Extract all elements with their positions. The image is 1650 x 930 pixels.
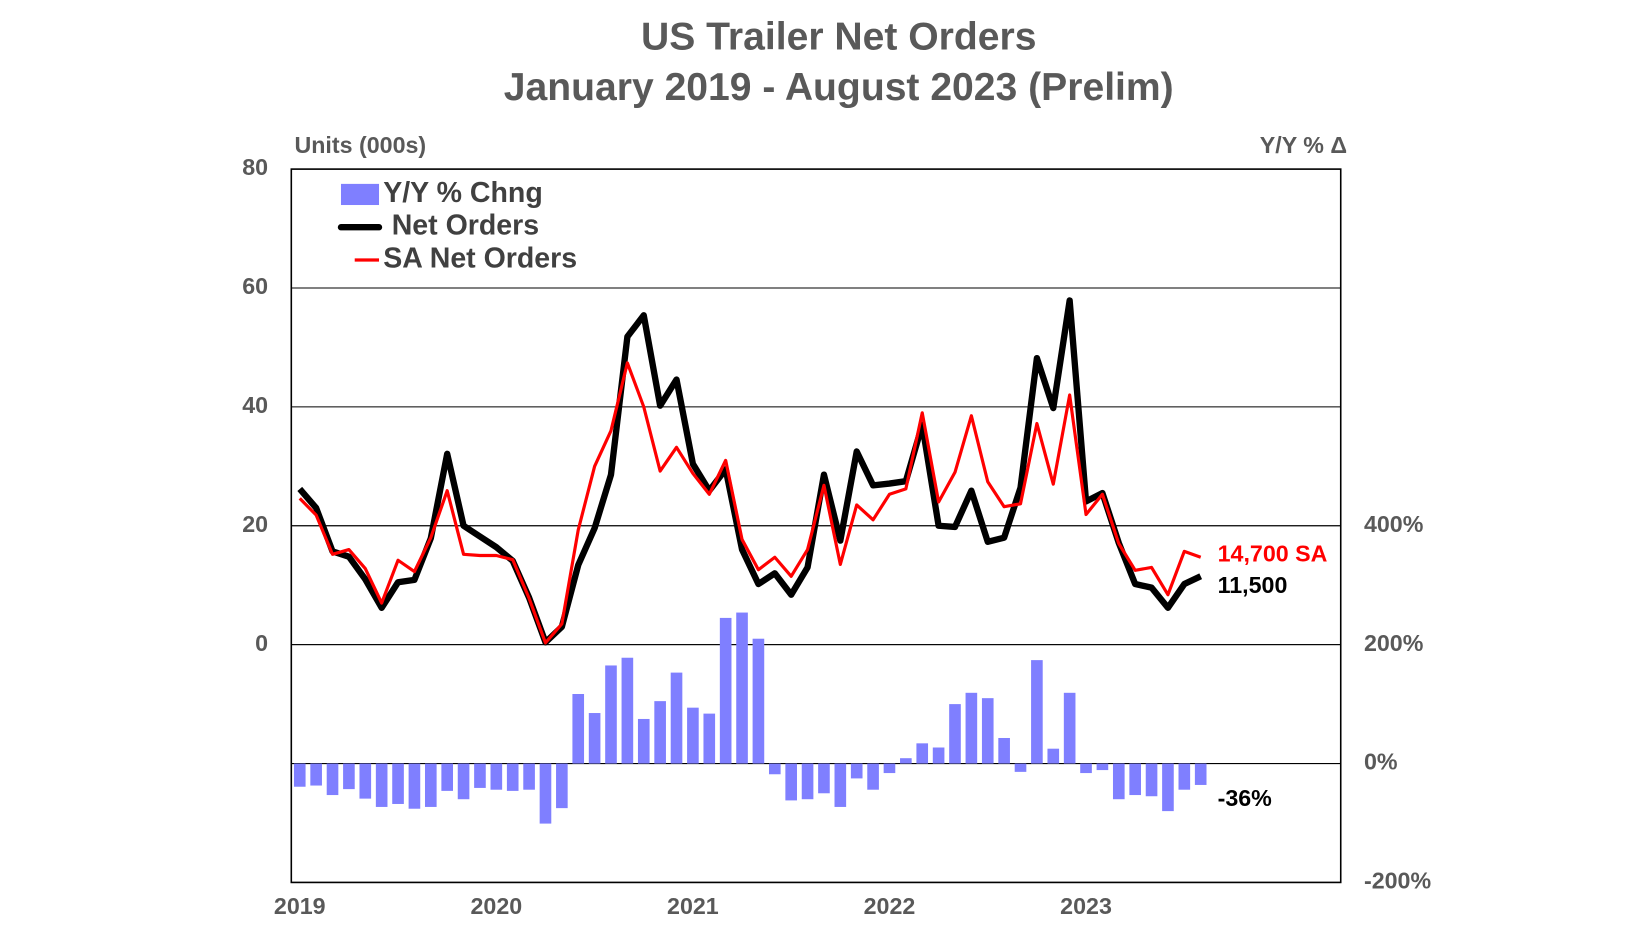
bar xyxy=(670,672,683,764)
bar xyxy=(1129,763,1141,796)
bar xyxy=(949,704,961,764)
bar xyxy=(539,763,552,824)
bar xyxy=(293,763,306,787)
bar xyxy=(326,763,339,796)
bar xyxy=(523,763,535,790)
bar xyxy=(1112,763,1125,800)
bar xyxy=(621,657,634,764)
line xyxy=(298,361,1202,645)
bar xyxy=(834,763,847,807)
bar xyxy=(1047,748,1060,764)
bar xyxy=(867,763,879,790)
legend-label: Net Orders xyxy=(392,210,539,242)
bar xyxy=(1031,660,1043,764)
y2-tick-label: 0% xyxy=(1364,749,1398,775)
bar xyxy=(1096,763,1109,771)
bar xyxy=(588,713,601,764)
legend-label: Y/Y % Chng xyxy=(383,177,543,209)
bar xyxy=(900,758,912,764)
y-tick-label: 40 xyxy=(242,392,268,418)
bar xyxy=(785,763,797,801)
bar xyxy=(719,617,732,764)
bar xyxy=(375,763,388,807)
bar xyxy=(932,747,945,764)
data-label: 11,500 xyxy=(1218,572,1288,598)
bar xyxy=(424,763,437,807)
bar xyxy=(850,763,863,779)
legend-label: SA Net Orders xyxy=(383,243,577,275)
chart-title: US Trailer Net Orders xyxy=(641,15,1036,58)
bar xyxy=(654,701,666,764)
bar xyxy=(981,698,994,764)
bar xyxy=(736,612,748,764)
bar xyxy=(408,763,421,809)
chart-subtitle: January 2019 - August 2023 (Prelim) xyxy=(504,66,1174,109)
bar xyxy=(1145,763,1158,797)
bar xyxy=(687,707,699,764)
y2-axis-title: Y/Y % Δ xyxy=(1260,132,1347,158)
bar xyxy=(637,718,650,764)
plot-frame xyxy=(290,168,1342,884)
data-label: -36% xyxy=(1218,785,1273,811)
bar xyxy=(605,665,617,764)
bar xyxy=(1014,763,1027,772)
bar xyxy=(441,763,453,791)
bar xyxy=(801,763,814,800)
data-label: 14,700 SA xyxy=(1218,540,1328,566)
bar xyxy=(916,743,929,764)
x-tick-label: 2023 xyxy=(1060,893,1112,919)
x-tick-label: 2022 xyxy=(864,893,916,919)
bar xyxy=(1063,692,1076,764)
bar xyxy=(768,763,781,775)
y2-tick-label: -200% xyxy=(1364,868,1432,894)
bar xyxy=(457,763,470,800)
bar xyxy=(1080,763,1092,774)
bar xyxy=(310,763,322,786)
y2-tick-label: 400% xyxy=(1364,511,1424,537)
bar xyxy=(883,763,896,774)
line xyxy=(297,297,1203,646)
bar xyxy=(818,763,830,794)
bar xyxy=(359,763,372,799)
x-tick-label: 2021 xyxy=(667,893,719,919)
bar xyxy=(965,692,978,764)
y-tick-label: 80 xyxy=(242,154,268,180)
bar xyxy=(703,713,716,764)
bar xyxy=(392,763,404,804)
bar xyxy=(1178,763,1191,790)
y-tick-label: 0 xyxy=(255,630,268,656)
x-tick-label: 2020 xyxy=(470,893,522,919)
y-tick-label: 20 xyxy=(242,511,268,537)
y-axis-title: Units (000s) xyxy=(294,132,426,158)
bar xyxy=(998,737,1010,764)
bar xyxy=(556,763,568,809)
bar xyxy=(490,763,503,790)
bar xyxy=(343,763,355,790)
x-tick-label: 2019 xyxy=(274,893,326,919)
bar xyxy=(506,763,519,791)
bar xyxy=(572,693,585,764)
bar xyxy=(752,638,765,764)
bar xyxy=(1162,763,1174,812)
bar xyxy=(1194,763,1207,785)
y2-tick-label: 200% xyxy=(1364,630,1424,656)
y-tick-label: 60 xyxy=(242,273,268,299)
bar xyxy=(474,763,486,788)
legend-swatch xyxy=(340,183,380,206)
